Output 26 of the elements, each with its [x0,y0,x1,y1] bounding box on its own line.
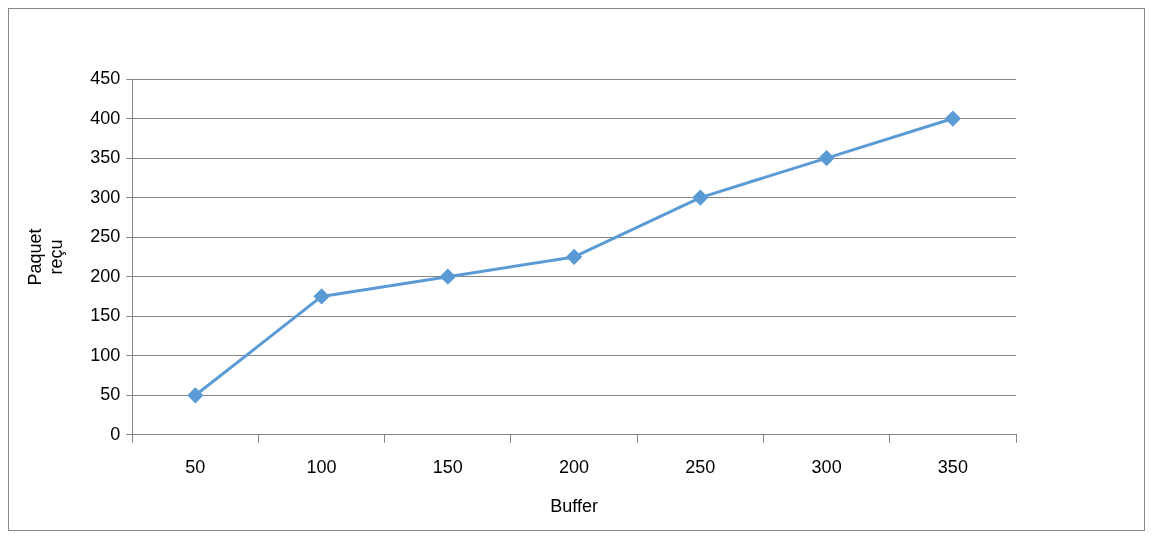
y-tick-label: 250 [90,226,121,247]
y-tick-label: 350 [90,147,121,168]
y-tick-label: 0 [110,423,121,444]
x-tick-label: 150 [432,456,463,477]
x-tick-label: 250 [685,456,716,477]
point [440,269,456,285]
y-tick-label: 50 [100,384,121,405]
y-tick-label: 200 [90,265,121,286]
y-tick-label: 150 [90,305,121,326]
x-tick-label: 350 [937,456,968,477]
point [187,387,203,403]
y-axis-title: Paquet reçu [24,228,67,286]
x-tick-label: 200 [559,456,590,477]
y-tick-label: 300 [90,186,121,207]
x-tick-label: 100 [306,456,337,477]
y-tick-label: 100 [90,344,121,365]
x-tick-label: 50 [185,456,206,477]
point [819,150,835,166]
point [566,249,582,265]
point [692,190,708,206]
x-tick-label: 300 [811,456,842,477]
point [945,111,961,127]
y-tick-label: 400 [90,107,121,128]
y-tick-label: 450 [90,67,121,88]
x-axis-title: Buffer [550,496,598,517]
point [314,288,330,304]
